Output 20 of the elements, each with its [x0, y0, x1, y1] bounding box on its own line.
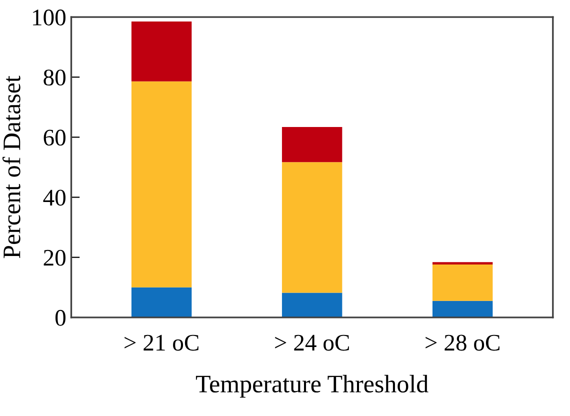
- bar: [131, 22, 192, 82]
- x-tick-label: > 21 oC: [124, 334, 198, 351]
- bar: [432, 300, 493, 318]
- bar: [282, 292, 342, 318]
- bar: [282, 162, 342, 293]
- x-tick-label: > 24 oC: [275, 334, 349, 351]
- y-tick-label: 100: [33, 10, 66, 26]
- bar: [282, 126, 342, 162]
- y-tick-label: 40: [43, 190, 66, 206]
- y-axis-title: Percent of Dataset: [2, 76, 20, 258]
- bar: [432, 264, 493, 301]
- bar: [432, 262, 493, 265]
- x-tick-label: > 28 oC: [426, 334, 500, 351]
- y-tick-label: 20: [44, 250, 66, 266]
- y-tick-label: 80: [44, 70, 66, 86]
- y-tick-label: 60: [44, 130, 66, 146]
- bar: [131, 287, 192, 318]
- y-tick-label: 0: [55, 310, 66, 326]
- x-axis-title: Temperature Threshold: [196, 374, 428, 398]
- bar: [131, 81, 192, 288]
